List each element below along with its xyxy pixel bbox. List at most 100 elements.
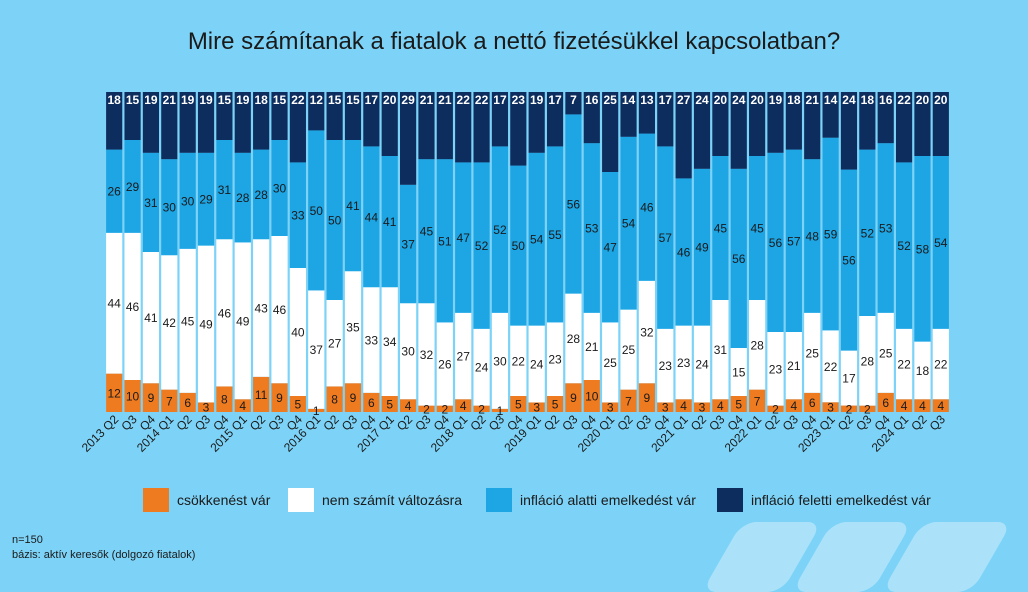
data-label: 28 <box>567 332 581 346</box>
sample-size: n=150 <box>12 534 43 546</box>
bar-segment <box>418 405 435 412</box>
data-label: 53 <box>879 222 893 236</box>
bar-segment <box>124 140 141 233</box>
bar-segment <box>363 146 380 288</box>
data-label: 56 <box>842 254 856 268</box>
data-label: 6 <box>809 396 816 410</box>
data-label: 2 <box>772 402 779 416</box>
data-label: 24 <box>475 361 489 375</box>
data-label: 15 <box>273 93 287 107</box>
bar-segment <box>583 312 600 380</box>
data-label: 19 <box>144 93 158 107</box>
legend-item-decrease: csökkenést vár <box>143 487 270 513</box>
bar-segment <box>344 383 362 412</box>
bar-segment <box>914 156 931 342</box>
data-label: 22 <box>897 93 911 107</box>
data-label: 4 <box>405 399 412 413</box>
data-label: 32 <box>640 326 654 340</box>
bar-segment <box>583 380 600 412</box>
data-label: 30 <box>493 354 507 368</box>
bar-segment <box>749 300 766 390</box>
bar-segment <box>473 162 490 329</box>
legend-swatch-decrease <box>143 488 169 512</box>
data-label: 30 <box>401 345 415 359</box>
data-label: 14 <box>622 93 636 107</box>
data-label: 6 <box>882 396 889 410</box>
bar-segment <box>877 392 894 412</box>
bar-segment <box>142 152 160 252</box>
data-label: 46 <box>677 246 691 260</box>
bar-segment <box>932 399 949 412</box>
data-label: 49 <box>236 314 250 328</box>
bar-segment <box>785 149 802 332</box>
data-label: 34 <box>383 335 397 349</box>
data-label: 56 <box>769 236 783 250</box>
x-tick-label: 2014 Q1 <box>134 412 177 455</box>
data-label: 54 <box>622 217 636 231</box>
data-label: 52 <box>861 226 875 240</box>
legend-label-below-inflation: infláció alatti emelkedést vár <box>520 492 696 508</box>
data-label: 19 <box>236 93 250 107</box>
bar-segment <box>363 287 380 393</box>
bar-segment <box>308 130 325 291</box>
legend-label-no-change: nem számít változásra <box>322 492 463 508</box>
data-label: 9 <box>570 391 577 405</box>
data-label: 4 <box>919 399 926 413</box>
bar-segment <box>822 402 839 412</box>
data-label: 25 <box>879 346 893 360</box>
bar-segment <box>877 312 894 393</box>
bar-segment <box>418 303 435 406</box>
bar-segment <box>436 405 453 412</box>
bar-segment <box>326 92 343 140</box>
legend-item-below-inflation: infláció alatti emelkedést vár <box>486 487 696 513</box>
bar-segment <box>546 322 564 396</box>
bar-segment <box>767 332 784 406</box>
bar-segment <box>602 322 619 403</box>
data-label: 56 <box>732 252 746 266</box>
bar-segment <box>234 399 251 412</box>
data-label: 18 <box>861 93 875 107</box>
bar-segment <box>767 152 784 332</box>
bar-segment <box>877 92 894 144</box>
bar-segment <box>895 328 913 400</box>
data-label: 7 <box>625 394 632 408</box>
data-label: 44 <box>365 210 379 224</box>
bar-segment <box>106 232 123 374</box>
data-label: 5 <box>735 398 742 412</box>
data-label: 7 <box>570 93 577 107</box>
bar-segment <box>363 92 380 147</box>
data-label: 50 <box>328 214 342 228</box>
data-label: 7 <box>166 394 173 408</box>
data-label: 21 <box>806 93 820 107</box>
bar-segment <box>657 92 674 147</box>
bar-segment <box>124 380 141 412</box>
data-label: 41 <box>383 215 397 229</box>
bar-segment <box>161 255 178 390</box>
bar-segment <box>326 300 343 387</box>
data-label: 30 <box>273 182 287 196</box>
x-tick-label: 2018 Q1 <box>428 412 471 455</box>
data-label: 55 <box>548 228 562 242</box>
bar-segment <box>363 392 380 412</box>
bar-segment <box>197 92 215 153</box>
bar-segment <box>344 140 362 272</box>
bar-segment <box>528 92 545 153</box>
data-label: 49 <box>199 318 213 332</box>
bar-segment <box>106 92 123 150</box>
data-label: 31 <box>144 196 158 210</box>
data-label: 15 <box>218 93 232 107</box>
data-label: 25 <box>806 346 820 360</box>
bar-segment <box>271 236 288 384</box>
bar-segment <box>712 92 729 156</box>
x-tick-label: 2013 Q2 <box>79 412 122 455</box>
data-label: 54 <box>530 233 544 247</box>
bar-segment <box>895 92 913 163</box>
bar-segment <box>344 92 362 140</box>
bar-segment <box>473 328 490 406</box>
bar-segment <box>234 92 251 153</box>
data-label: 23 <box>548 353 562 367</box>
data-label: 12 <box>310 93 324 107</box>
data-label: 41 <box>346 199 360 213</box>
data-label: 24 <box>842 93 856 107</box>
bar-segment <box>730 168 747 348</box>
